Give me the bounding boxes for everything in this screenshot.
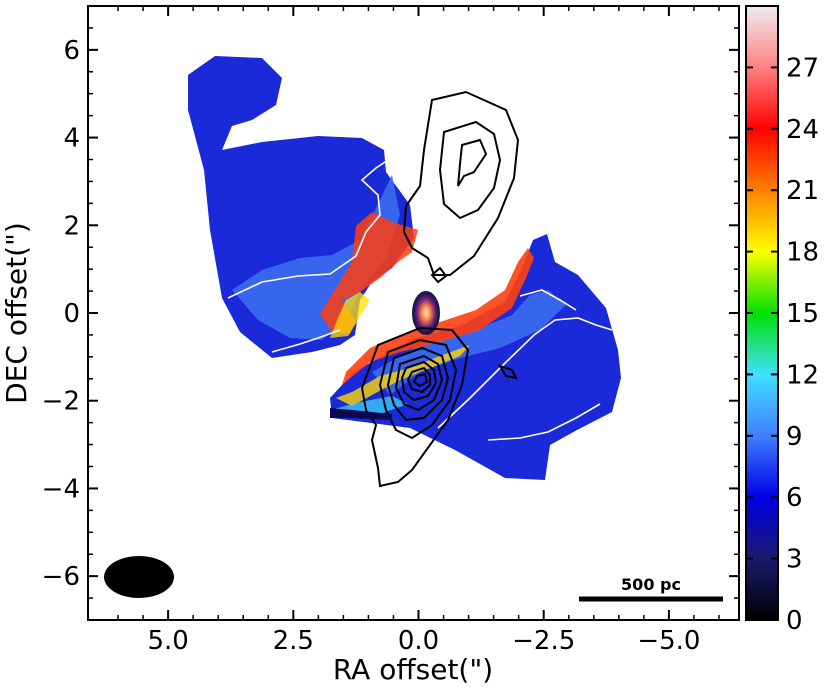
colorbar-tick-label: 24 [786, 115, 819, 145]
intensity-contour-white-north [227, 159, 389, 299]
y-tick-label: −4 [42, 474, 80, 504]
scale-bar-label: 500 pc [621, 575, 681, 594]
x-tick-label: 2.5 [273, 626, 314, 656]
black-contour-south-6 [406, 366, 431, 394]
emission-map-dark-edge [330, 408, 392, 420]
intensity-contour-white-south-2 [487, 403, 601, 441]
beam-ellipse [104, 556, 174, 598]
black-contour-small-knot [430, 266, 448, 284]
plot-area: 500 pc [104, 56, 723, 602]
black-contour-south-5 [400, 360, 438, 402]
x-tick-label: 0.0 [398, 626, 439, 656]
y-tick-label: 2 [63, 211, 80, 241]
colorbar-tick-label: 9 [786, 422, 803, 452]
intensity-contour-white-east [519, 289, 577, 311]
colorbar-ticks: 0 3 6 9 12 15 18 21 24 27 [746, 53, 819, 636]
colorbar-tick-label: 21 [786, 176, 819, 206]
black-contour-outer-north [402, 90, 520, 276]
y-tick-label: 6 [63, 36, 80, 66]
colorbar-tick-label: 18 [786, 238, 819, 268]
y-axis-title: DEC offset(") [0, 222, 33, 404]
y-tick-label: −6 [42, 562, 80, 592]
colorbar-tick-label: 15 [786, 299, 819, 329]
emission-map-north-ridge-rim [330, 292, 370, 338]
x-tick-label: −2.5 [512, 626, 575, 656]
x-tick-label: −5.0 [637, 626, 700, 656]
intensity-contour-white-north-2 [271, 329, 341, 353]
colorbar-tick-label: 12 [786, 360, 819, 390]
y-tick-label: 4 [63, 124, 80, 154]
black-contour-inner-north [457, 138, 488, 187]
y-tick-label: −2 [42, 387, 80, 417]
black-contour-mid-north [438, 120, 502, 220]
colorbar-tick-label: 27 [786, 53, 819, 83]
colorbar-tick-label: 3 [786, 545, 803, 575]
intensity-contour-white-south [437, 317, 613, 429]
y-tick-label: 0 [63, 299, 80, 329]
emission-map-north-inner [232, 175, 400, 340]
emission-map-north-ridge [320, 212, 418, 334]
black-contour-south-3 [386, 346, 450, 422]
black-contour-south-4 [394, 354, 444, 412]
x-axis-title: RA offset(") [333, 653, 493, 686]
colorbar-tick-label: 6 [786, 483, 803, 513]
black-contour-south-7 [412, 372, 429, 388]
nuclear-source [412, 291, 440, 335]
y-axis: 6 4 2 0 −2 −4 −6 [42, 5, 739, 621]
black-contour-south-2 [378, 338, 458, 440]
x-tick-label: 5.0 [147, 626, 188, 656]
black-contours [360, 90, 520, 488]
colorbar-tick-label: 0 [786, 606, 803, 636]
x-axis: −5.0 −2.5 0.0 2.5 5.0 [117, 6, 720, 656]
black-contour-east-knot [497, 364, 518, 380]
